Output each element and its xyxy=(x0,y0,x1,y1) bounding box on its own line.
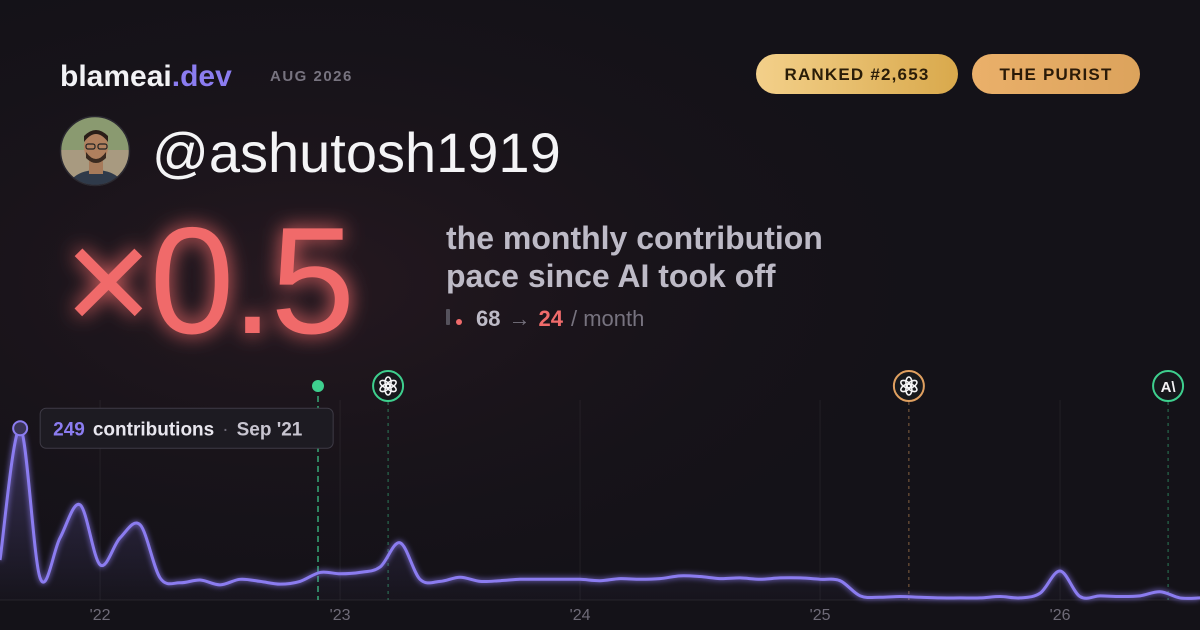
highlight-point xyxy=(12,420,29,437)
tooltip-date: Sep '21 xyxy=(237,419,303,440)
pace-stats: 68 → 24 / month xyxy=(476,306,644,331)
area xyxy=(0,428,1200,600)
date: AUG 2026 xyxy=(270,68,353,85)
multiplier: ×0.5 xyxy=(64,196,352,366)
rank-badge-text: RANKED #2,653 xyxy=(784,65,929,84)
description-line: the monthly contribution xyxy=(446,220,823,256)
line xyxy=(0,426,1200,600)
x-tick-label: '23 xyxy=(330,607,351,624)
x-tick-label: '25 xyxy=(810,607,831,624)
event-logo-petal xyxy=(379,379,391,389)
x-tick-label: '26 xyxy=(1050,607,1071,624)
pace-after: 24 xyxy=(538,306,563,331)
tooltip: 249 contributions · Sep '21 xyxy=(39,407,334,449)
pace-unit: / month xyxy=(571,306,644,331)
event-label: A\ xyxy=(1161,379,1177,396)
event-icon xyxy=(892,370,925,402)
tooltip-separator: · xyxy=(222,419,228,440)
tooltip-text: 249 contributions · Sep '21 xyxy=(53,419,303,440)
event-icon xyxy=(372,370,405,402)
description-line: pace since AI took off xyxy=(446,258,776,294)
tooltip-value: 249 xyxy=(53,419,85,440)
tooltip-box xyxy=(39,407,334,449)
before-glyph xyxy=(446,309,450,325)
pace-arrow: → xyxy=(508,306,530,331)
title-badge-text: THE PURIST xyxy=(999,65,1112,84)
brand-tld: .dev xyxy=(172,60,232,93)
pace-before: 68 xyxy=(476,306,500,331)
after-glyph xyxy=(456,319,462,325)
brand: blameai.dev xyxy=(60,60,232,93)
event xyxy=(892,370,925,600)
event-logo-petal xyxy=(900,379,912,389)
event-dot xyxy=(312,380,324,392)
chart: '22 '23 '24 '25 '26 A\ 249 contributions · Sep '2… xyxy=(0,370,1200,624)
event xyxy=(372,370,405,600)
handle: @ashutosh1919 xyxy=(152,121,561,184)
x-tick-label: '24 xyxy=(570,607,591,624)
event: A\ xyxy=(1152,370,1185,600)
title-badge xyxy=(972,54,1140,94)
x-tick-label: '22 xyxy=(90,607,111,624)
event-icon xyxy=(1152,370,1185,402)
rank-badge xyxy=(756,54,958,94)
brand-name: blameai xyxy=(60,60,172,93)
tooltip-series: contributions xyxy=(93,419,214,440)
